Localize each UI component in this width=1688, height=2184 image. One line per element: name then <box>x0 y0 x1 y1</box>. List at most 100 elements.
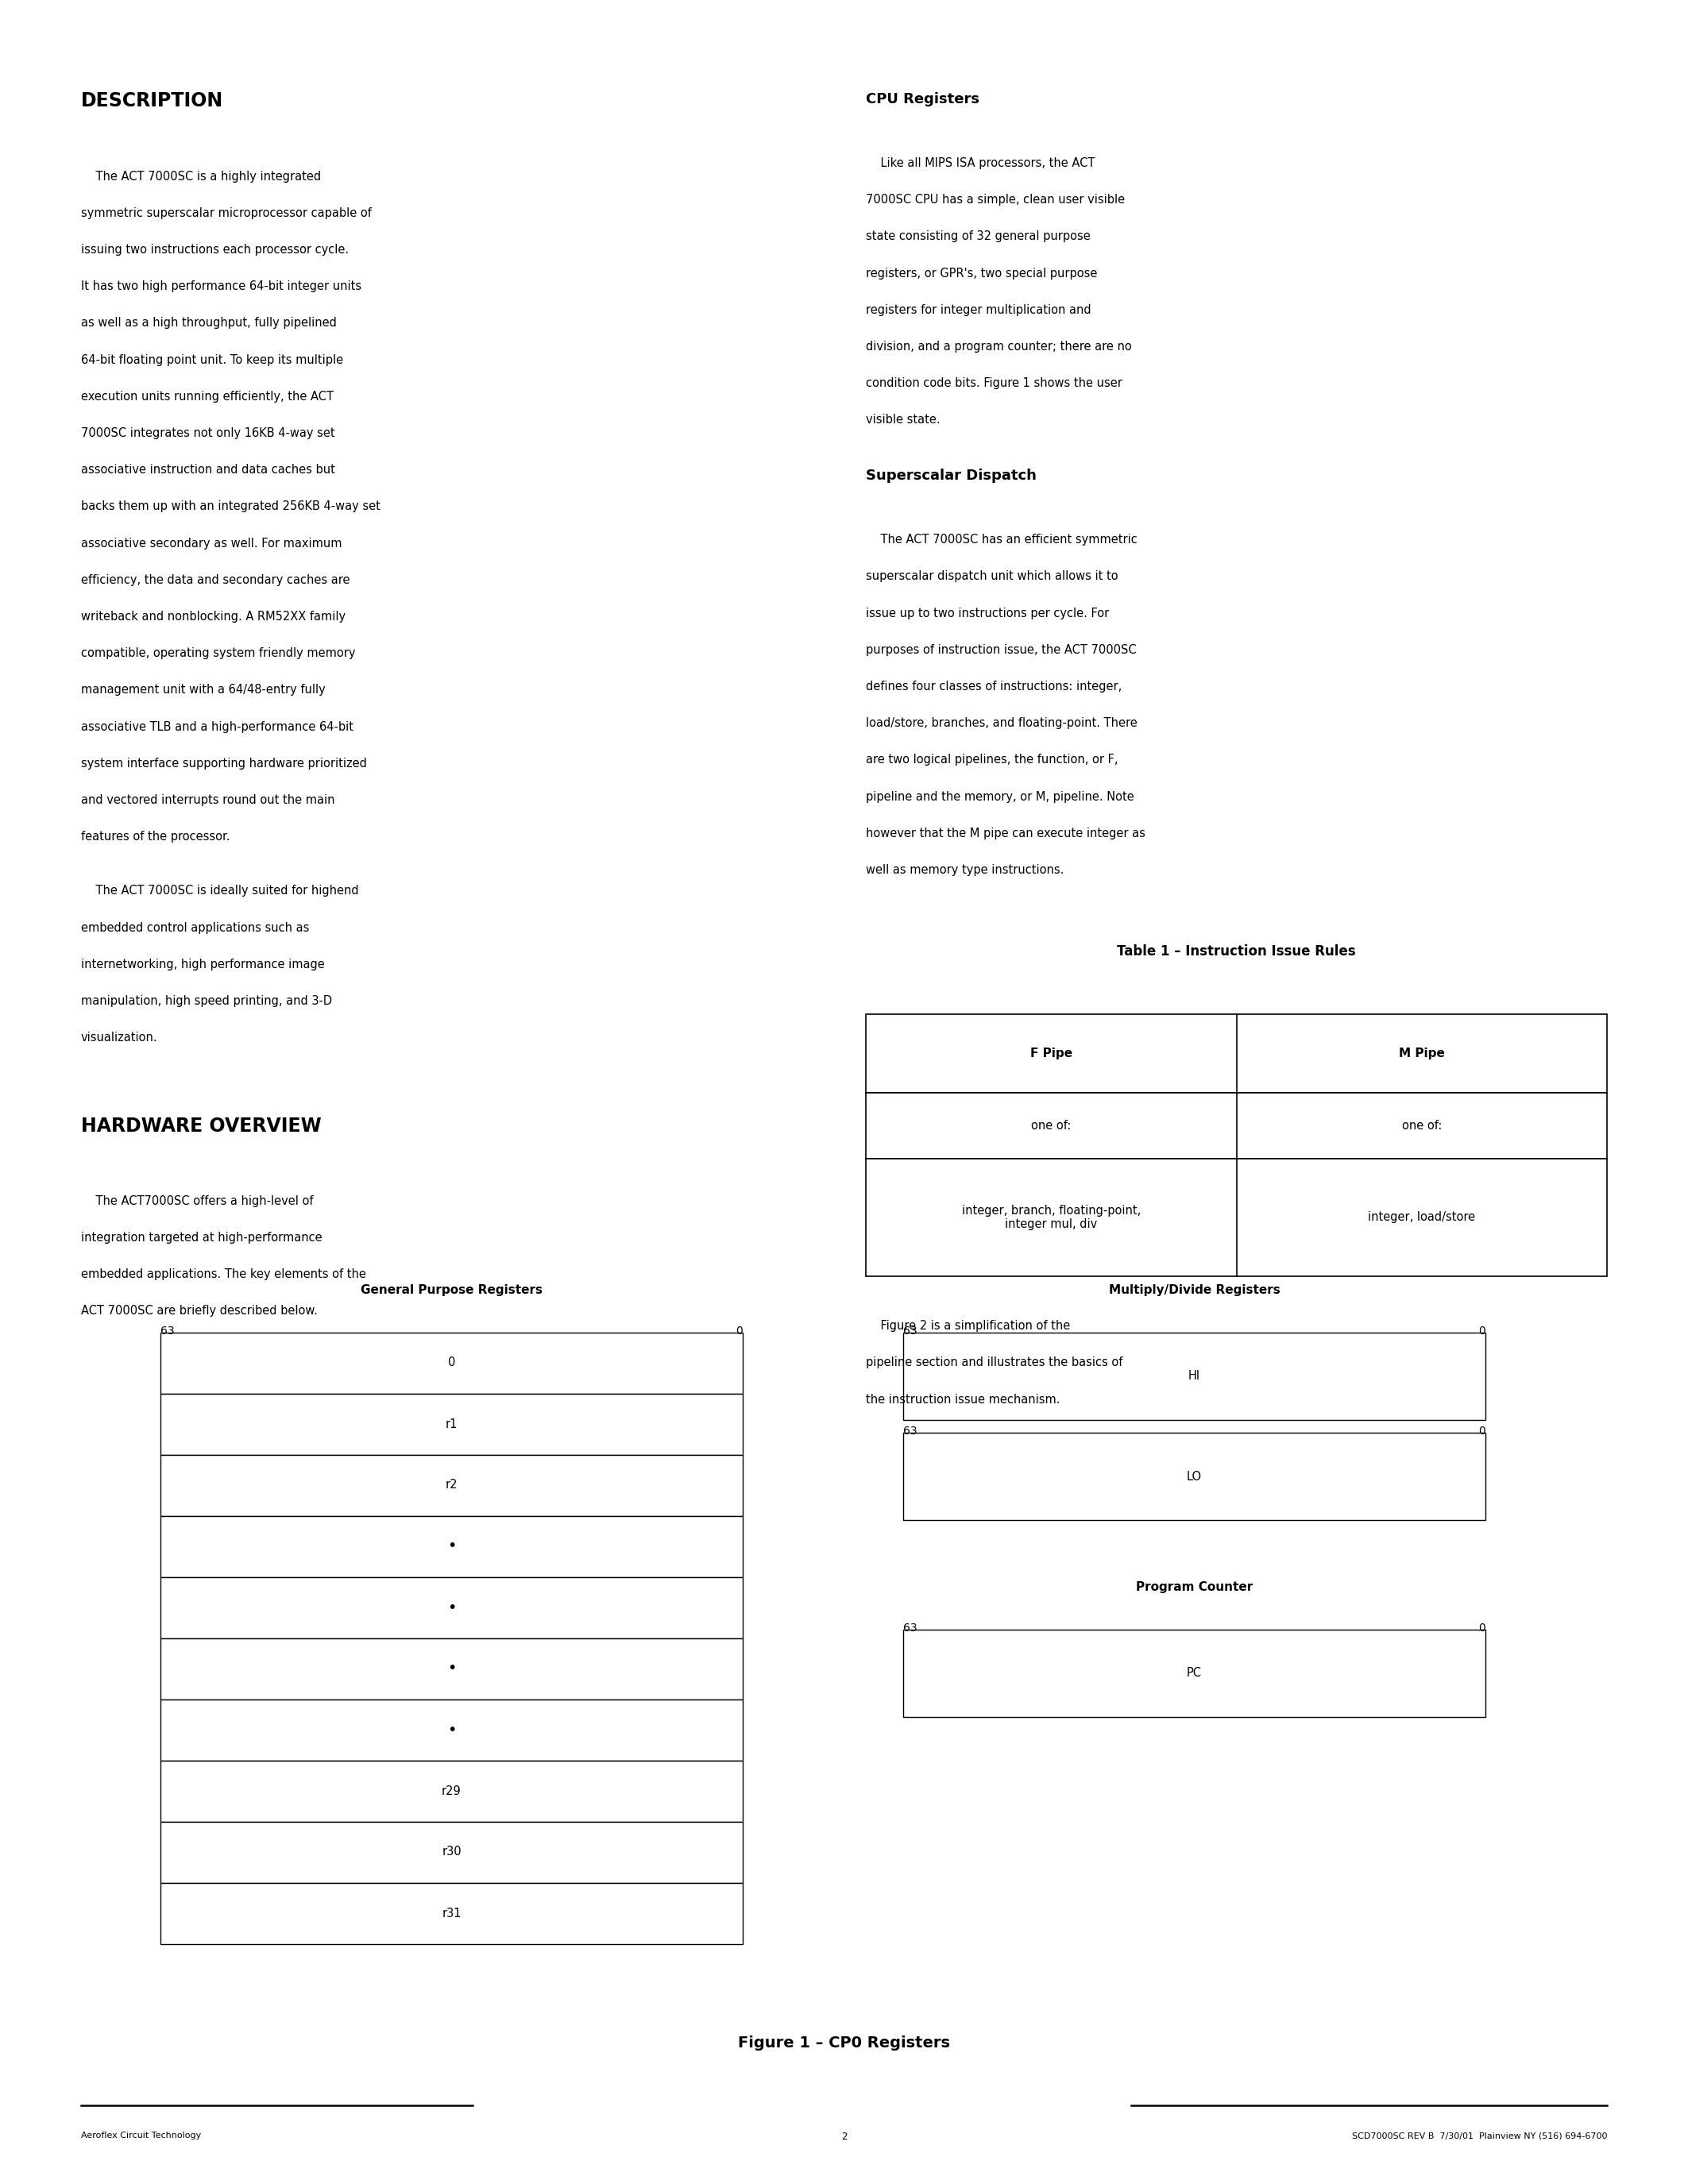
Text: F Pipe: F Pipe <box>1030 1048 1072 1059</box>
Text: management unit with a 64/48-entry fully: management unit with a 64/48-entry fully <box>81 684 326 697</box>
Text: one of:: one of: <box>1401 1120 1442 1131</box>
Text: 63: 63 <box>903 1426 917 1437</box>
Text: LO: LO <box>1187 1470 1202 1483</box>
Text: integer, branch, floating-point,
integer mul, div: integer, branch, floating-point, integer… <box>962 1206 1141 1230</box>
Text: issuing two instructions each processor cycle.: issuing two instructions each processor … <box>81 245 349 256</box>
Bar <box>903 1332 1485 1420</box>
Text: system interface supporting hardware prioritized: system interface supporting hardware pri… <box>81 758 366 769</box>
Text: r29: r29 <box>442 1784 461 1797</box>
Text: Table 1 – Instruction Issue Rules: Table 1 – Instruction Issue Rules <box>1117 943 1355 959</box>
Text: HI: HI <box>1188 1369 1200 1382</box>
Text: embedded control applications such as: embedded control applications such as <box>81 922 309 933</box>
Bar <box>160 1821 743 1883</box>
Text: backs them up with an integrated 256KB 4-way set: backs them up with an integrated 256KB 4… <box>81 500 380 513</box>
Text: It has two high performance 64-bit integer units: It has two high performance 64-bit integ… <box>81 280 361 293</box>
Text: r30: r30 <box>442 1845 461 1859</box>
Bar <box>160 1883 743 1944</box>
Text: SCD7000SC REV B  7/30/01  Plainview NY (516) 694-6700: SCD7000SC REV B 7/30/01 Plainview NY (51… <box>1352 2132 1607 2140</box>
Text: 7000SC CPU has a simple, clean user visible: 7000SC CPU has a simple, clean user visi… <box>866 194 1124 205</box>
Bar <box>160 1577 743 1638</box>
Text: The ACT 7000SC is ideally suited for highend: The ACT 7000SC is ideally suited for hig… <box>81 885 360 898</box>
Text: visualization.: visualization. <box>81 1031 157 1044</box>
Text: efficiency, the data and secondary caches are: efficiency, the data and secondary cache… <box>81 574 349 585</box>
Text: associative secondary as well. For maximum: associative secondary as well. For maxim… <box>81 537 343 548</box>
Bar <box>160 1332 743 1393</box>
Text: 0: 0 <box>736 1326 743 1337</box>
Text: Multiply/Divide Registers: Multiply/Divide Registers <box>1109 1284 1280 1295</box>
Text: manipulation, high speed printing, and 3-D: manipulation, high speed printing, and 3… <box>81 996 333 1007</box>
Bar <box>160 1638 743 1699</box>
Text: 63: 63 <box>160 1326 174 1337</box>
Text: purposes of instruction issue, the ACT 7000SC: purposes of instruction issue, the ACT 7… <box>866 644 1136 655</box>
Text: r1: r1 <box>446 1417 457 1431</box>
Text: are two logical pipelines, the function, or F,: are two logical pipelines, the function,… <box>866 753 1117 767</box>
Text: writeback and nonblocking. A RM52XX family: writeback and nonblocking. A RM52XX fami… <box>81 612 346 622</box>
Text: associative TLB and a high-performance 64-bit: associative TLB and a high-performance 6… <box>81 721 353 732</box>
Text: The ACT 7000SC is a highly integrated: The ACT 7000SC is a highly integrated <box>81 170 321 181</box>
Text: •: • <box>447 1540 456 1553</box>
Text: CPU Registers: CPU Registers <box>866 92 979 107</box>
Text: Superscalar Dispatch: Superscalar Dispatch <box>866 467 1036 483</box>
Bar <box>903 1433 1485 1520</box>
Bar <box>160 1516 743 1577</box>
Text: however that the M pipe can execute integer as: however that the M pipe can execute inte… <box>866 828 1146 839</box>
Text: state consisting of 32 general purpose: state consisting of 32 general purpose <box>866 232 1090 242</box>
Text: well as memory type instructions.: well as memory type instructions. <box>866 865 1063 876</box>
Text: 0: 0 <box>1479 1623 1485 1634</box>
Text: r31: r31 <box>442 1907 461 1920</box>
Text: PC: PC <box>1187 1666 1202 1679</box>
Text: M Pipe: M Pipe <box>1399 1048 1445 1059</box>
Text: Program Counter: Program Counter <box>1136 1581 1252 1592</box>
Text: •: • <box>447 1662 456 1675</box>
Text: The ACT 7000SC has an efficient symmetric: The ACT 7000SC has an efficient symmetri… <box>866 533 1138 546</box>
Bar <box>866 1092 1607 1158</box>
Text: division, and a program counter; there are no: division, and a program counter; there a… <box>866 341 1133 352</box>
Text: defines four classes of instructions: integer,: defines four classes of instructions: in… <box>866 681 1123 692</box>
Bar <box>160 1760 743 1821</box>
Text: pipeline and the memory, or M, pipeline. Note: pipeline and the memory, or M, pipeline.… <box>866 791 1134 802</box>
Text: the instruction issue mechanism.: the instruction issue mechanism. <box>866 1393 1060 1404</box>
Text: associative instruction and data caches but: associative instruction and data caches … <box>81 463 336 476</box>
Text: 63: 63 <box>903 1326 917 1337</box>
Text: integration targeted at high-performance: integration targeted at high-performance <box>81 1232 322 1243</box>
Text: symmetric superscalar microprocessor capable of: symmetric superscalar microprocessor cap… <box>81 207 371 218</box>
Text: registers, or GPR's, two special purpose: registers, or GPR's, two special purpose <box>866 266 1097 280</box>
Bar <box>160 1393 743 1455</box>
Text: DESCRIPTION: DESCRIPTION <box>81 92 223 111</box>
Text: one of:: one of: <box>1031 1120 1072 1131</box>
Text: superscalar dispatch unit which allows it to: superscalar dispatch unit which allows i… <box>866 570 1117 583</box>
Text: load/store, branches, and floating-point. There: load/store, branches, and floating-point… <box>866 716 1138 729</box>
Text: compatible, operating system friendly memory: compatible, operating system friendly me… <box>81 646 356 660</box>
Bar <box>866 1013 1607 1092</box>
Text: Aeroflex Circuit Technology: Aeroflex Circuit Technology <box>81 2132 201 2140</box>
Text: integer, load/store: integer, load/store <box>1367 1212 1475 1223</box>
Text: 0: 0 <box>1479 1426 1485 1437</box>
Bar <box>903 1629 1485 1717</box>
Text: •: • <box>447 1601 456 1614</box>
Text: embedded applications. The key elements of the: embedded applications. The key elements … <box>81 1269 366 1280</box>
Bar <box>160 1455 743 1516</box>
Text: visible state.: visible state. <box>866 415 940 426</box>
Text: condition code bits. Figure 1 shows the user: condition code bits. Figure 1 shows the … <box>866 378 1123 389</box>
Text: registers for integer multiplication and: registers for integer multiplication and <box>866 304 1090 317</box>
Text: and vectored interrupts round out the main: and vectored interrupts round out the ma… <box>81 795 334 806</box>
Text: 63: 63 <box>903 1623 917 1634</box>
Text: as well as a high throughput, fully pipelined: as well as a high throughput, fully pipe… <box>81 317 336 330</box>
Text: 64-bit floating point unit. To keep its multiple: 64-bit floating point unit. To keep its … <box>81 354 343 365</box>
Text: Like all MIPS ISA processors, the ACT: Like all MIPS ISA processors, the ACT <box>866 157 1096 168</box>
Text: pipeline section and illustrates the basics of: pipeline section and illustrates the bas… <box>866 1356 1123 1369</box>
Text: General Purpose Registers: General Purpose Registers <box>361 1284 542 1295</box>
Text: 0: 0 <box>1479 1326 1485 1337</box>
Text: Figure 2 is a simplification of the: Figure 2 is a simplification of the <box>866 1319 1070 1332</box>
Text: The ACT7000SC offers a high-level of: The ACT7000SC offers a high-level of <box>81 1195 314 1208</box>
Text: internetworking, high performance image: internetworking, high performance image <box>81 959 324 970</box>
Text: ACT 7000SC are briefly described below.: ACT 7000SC are briefly described below. <box>81 1306 317 1317</box>
Text: Figure 1 – CP0 Registers: Figure 1 – CP0 Registers <box>738 2035 950 2051</box>
Text: features of the processor.: features of the processor. <box>81 830 230 843</box>
Text: r2: r2 <box>446 1479 457 1492</box>
Bar <box>160 1699 743 1760</box>
Bar <box>866 1158 1607 1275</box>
Text: issue up to two instructions per cycle. For: issue up to two instructions per cycle. … <box>866 607 1109 618</box>
Text: HARDWARE OVERVIEW: HARDWARE OVERVIEW <box>81 1116 321 1136</box>
Text: •: • <box>447 1723 456 1736</box>
